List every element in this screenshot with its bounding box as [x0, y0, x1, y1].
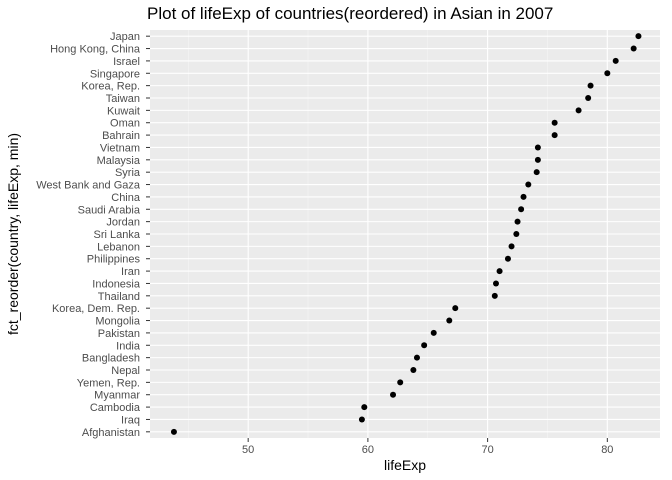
y-axis-title: fct_reorder(country, lifeExp, min) — [5, 133, 21, 335]
y-tick-label: Sri Lanka — [94, 229, 141, 241]
y-tick-label: Myanmar — [94, 390, 140, 402]
data-point — [604, 70, 611, 77]
data-point — [514, 218, 521, 225]
data-point — [518, 206, 525, 213]
data-point — [551, 119, 558, 126]
chart-title: Plot of lifeExp of countries(reordered) … — [147, 4, 554, 23]
y-tick-label: Bangladesh — [82, 353, 140, 365]
data-point — [446, 317, 453, 324]
x-tick-label: 80 — [601, 444, 613, 456]
data-point — [612, 57, 619, 64]
y-tick-label: Korea, Dem. Rep. — [52, 303, 140, 315]
data-point — [635, 33, 642, 40]
data-point — [520, 193, 527, 200]
x-tick-labels: 50 60 70 80 — [242, 438, 613, 456]
data-point — [361, 404, 368, 411]
data-point — [491, 292, 498, 299]
data-point — [551, 132, 558, 139]
y-tick-label: Iran — [121, 266, 140, 278]
points-layer — [170, 33, 642, 435]
data-point — [421, 342, 428, 349]
x-tick-label: 50 — [242, 444, 254, 456]
data-point — [170, 428, 177, 435]
y-tick-label: Iraq — [121, 414, 140, 426]
data-point — [534, 156, 541, 163]
data-point — [397, 379, 404, 386]
y-tick-label: Yemen, Rep. — [77, 377, 140, 389]
y-tick-label: China — [111, 192, 141, 204]
y-tick-label: Vietnam — [100, 142, 140, 154]
y-tick-label: Pakistan — [98, 328, 140, 340]
y-tick-label: Oman — [110, 118, 140, 130]
data-point — [410, 367, 417, 373]
data-point — [390, 391, 397, 398]
y-tick-label: Mongolia — [95, 316, 141, 328]
y-tick-label: Cambodia — [90, 402, 141, 414]
y-tick-label: Afghanistan — [82, 427, 140, 439]
data-point — [504, 255, 511, 262]
data-point — [533, 169, 540, 176]
y-tick-label: Nepal — [111, 365, 140, 377]
x-tick-label: 60 — [362, 444, 374, 456]
y-tick-label: Japan — [110, 31, 140, 43]
data-point — [496, 268, 503, 275]
data-point — [587, 82, 594, 89]
data-point — [492, 280, 499, 287]
y-tick-label: Hong Kong, China — [50, 44, 141, 56]
data-point — [358, 416, 365, 423]
y-tick-label: Thailand — [98, 291, 140, 303]
y-tick-label: Israel — [113, 56, 140, 68]
data-point — [413, 354, 420, 361]
x-axis-title: lifeExp — [384, 457, 426, 473]
y-tick-label: Singapore — [90, 68, 140, 80]
data-point — [508, 243, 515, 250]
grid-layer — [150, 30, 660, 438]
y-tick-label: Syria — [115, 167, 141, 179]
data-point — [525, 181, 532, 188]
data-point — [534, 144, 541, 151]
data-point — [575, 107, 582, 114]
y-tick-label: Korea, Rep. — [81, 81, 140, 93]
data-point — [452, 305, 459, 312]
y-tick-label: Philippines — [87, 254, 141, 266]
x-tick-label: 70 — [481, 444, 493, 456]
y-tick-label: Jordan — [106, 217, 140, 229]
data-point — [585, 95, 592, 101]
y-tick-label: Taiwan — [106, 93, 140, 105]
y-tick-label: Saudi Arabia — [78, 204, 141, 216]
y-tick-label: India — [116, 340, 141, 352]
y-tick-label: Kuwait — [107, 105, 140, 117]
y-tick-label: Indonesia — [92, 278, 141, 290]
y-tick-label: West Bank and Gaza — [36, 180, 141, 192]
y-tick-label: Bahrain — [102, 130, 140, 142]
y-tick-label: Malaysia — [97, 155, 141, 167]
data-point — [513, 231, 520, 237]
y-tick-label: Lebanon — [97, 241, 140, 253]
data-point — [430, 329, 437, 336]
data-point — [630, 45, 637, 52]
